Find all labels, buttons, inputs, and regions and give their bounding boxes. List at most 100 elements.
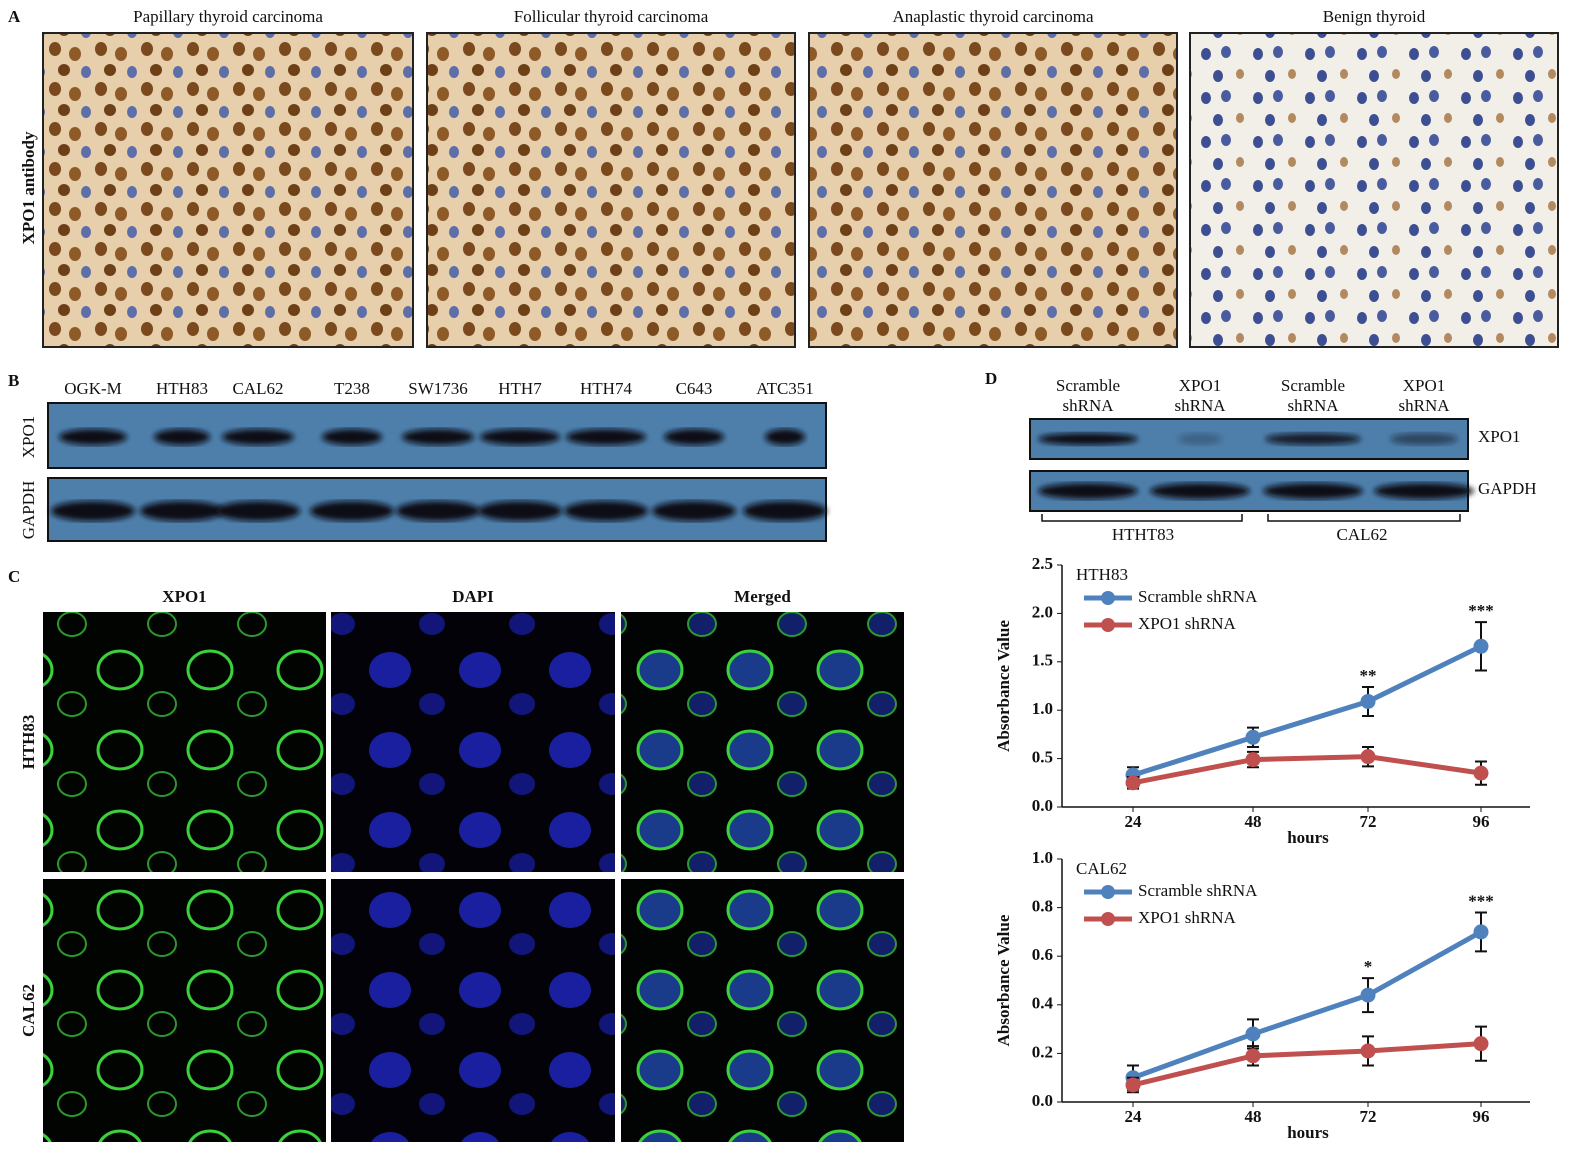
x-tick-label: 24	[1125, 812, 1143, 831]
band	[1178, 433, 1222, 445]
legend-label: XPO1 shRNA	[1138, 908, 1236, 927]
band	[140, 501, 224, 521]
column-title: XPO1	[162, 587, 206, 606]
significance-label: *	[1364, 957, 1373, 976]
y-tick-label: 0.2	[1032, 1042, 1053, 1061]
row-label: GAPDH	[19, 481, 38, 540]
y-tick-label: 0.0	[1032, 1091, 1053, 1110]
ihc-image	[426, 32, 796, 348]
panel-label: D	[985, 369, 997, 388]
legend-label: Scramble shRNA	[1138, 881, 1258, 900]
y-tick-label: 0.6	[1032, 945, 1053, 964]
y-tick-label: 1.5	[1032, 651, 1053, 670]
significance-label: ***	[1468, 891, 1494, 910]
band	[566, 429, 646, 445]
legend-label: XPO1 shRNA	[1138, 614, 1236, 633]
legend-marker	[1101, 885, 1115, 899]
lane-label: HTH74	[580, 379, 632, 398]
y-tick-label: 0.0	[1032, 796, 1053, 815]
column-title: Merged	[734, 587, 791, 606]
image-title: Papillary thyroid carcinoma	[133, 7, 323, 26]
data-point	[1473, 638, 1489, 654]
lane-label: shRNA	[1287, 396, 1339, 415]
lane-label: Scramble	[1281, 376, 1345, 395]
data-point	[1245, 729, 1261, 745]
band	[222, 429, 294, 445]
panel-label: B	[8, 371, 19, 390]
microscopy-image	[43, 879, 326, 1142]
data-point	[1473, 765, 1489, 781]
band	[402, 429, 474, 445]
y-axis-title: Absorbance Value	[994, 914, 1013, 1046]
data-point	[1245, 1048, 1261, 1064]
data-point	[1245, 752, 1261, 768]
panel-label: A	[8, 7, 21, 26]
row-label: HTH83	[19, 715, 38, 770]
ihc-image	[1189, 32, 1559, 348]
legend-marker	[1101, 912, 1115, 926]
panel-label: C	[8, 567, 20, 586]
lane-label: shRNA	[1398, 396, 1450, 415]
chart-title: HTH83	[1076, 565, 1128, 584]
y-tick-label: 0.4	[1032, 994, 1054, 1013]
row-label: CAL62	[19, 984, 38, 1037]
group-label: HTHT83	[1112, 525, 1174, 544]
band	[480, 429, 560, 445]
series-line	[1132, 644, 1483, 778]
row-label: GAPDH	[1478, 479, 1537, 498]
band	[1038, 433, 1138, 445]
x-axis-title: hours	[1287, 828, 1329, 847]
band	[396, 501, 480, 521]
band	[564, 501, 648, 521]
series-line	[1132, 929, 1483, 1081]
significance-label: **	[1360, 666, 1377, 685]
panel-a: A XPO1 antibody	[8, 7, 1559, 348]
panel-c: C	[8, 567, 20, 586]
band	[154, 429, 210, 445]
lane-label: XPO1	[1403, 376, 1446, 395]
y-tick-label: 2.5	[1032, 554, 1053, 573]
y-tick-label: 1.0	[1032, 848, 1053, 867]
data-point	[1360, 1043, 1376, 1059]
lane-label: T238	[334, 379, 370, 398]
microscopy-image	[43, 612, 326, 872]
band	[1374, 483, 1474, 499]
image-title: Anaplastic thyroid carcinoma	[892, 7, 1094, 26]
ihc-image	[808, 32, 1178, 348]
band	[1390, 433, 1458, 445]
lane-label: HTH7	[498, 379, 542, 398]
series-line	[1132, 754, 1482, 786]
x-tick-label: 72	[1360, 1107, 1377, 1126]
lane-label: Scramble	[1056, 376, 1120, 395]
significance-label: ***	[1468, 601, 1494, 620]
data-point	[1360, 693, 1376, 709]
row-label: XPO1	[19, 416, 38, 459]
ihc-image	[42, 32, 414, 348]
band	[1263, 483, 1363, 499]
band	[743, 501, 827, 521]
x-tick-label: 24	[1125, 1107, 1143, 1126]
y-tick-label: 2.0	[1032, 602, 1053, 621]
data-point	[1360, 749, 1376, 765]
band	[322, 429, 382, 445]
lane-label: shRNA	[1062, 396, 1114, 415]
lane-label: XPO1	[1179, 376, 1222, 395]
legend-marker	[1101, 591, 1115, 605]
microscopy-image	[621, 612, 904, 872]
data-point	[1473, 1036, 1489, 1052]
data-point	[1360, 987, 1376, 1003]
row-label: XPO1 antibody	[19, 131, 38, 244]
band	[59, 429, 127, 445]
band	[51, 501, 135, 521]
group-label: CAL62	[1337, 525, 1388, 544]
lane-label: C643	[676, 379, 713, 398]
y-tick-label: 1.0	[1032, 699, 1053, 718]
x-tick-label: 96	[1473, 812, 1490, 831]
band	[1038, 483, 1138, 499]
y-tick-label: 0.5	[1032, 748, 1053, 767]
lane-label: ATC351	[756, 379, 814, 398]
band	[310, 501, 394, 521]
data-point	[1125, 775, 1141, 791]
microscopy-image	[331, 879, 615, 1142]
